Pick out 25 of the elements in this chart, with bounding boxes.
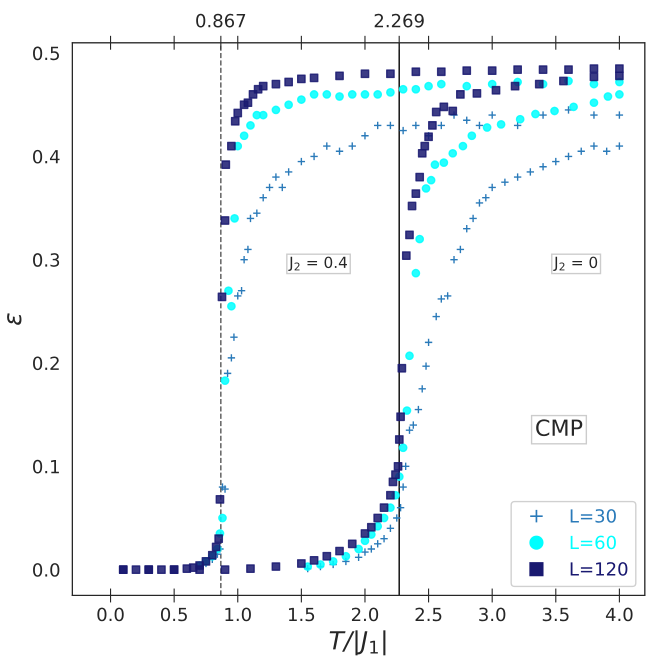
x-tick-label: 0.5 bbox=[160, 608, 187, 622]
y-tick-label: 0.5 bbox=[33, 46, 59, 60]
y-tick-label: 0.0 bbox=[33, 563, 60, 577]
legend-label: L=30 bbox=[570, 509, 616, 523]
legend-label: L=120 bbox=[570, 562, 628, 576]
legend-label: L=60 bbox=[570, 536, 616, 550]
y-tick-label: 0.1 bbox=[33, 460, 59, 474]
y-tick-label: 0.4 bbox=[33, 150, 60, 164]
x-tick-label: 0.0 bbox=[97, 608, 124, 622]
x-tick-label: 2.5 bbox=[416, 608, 442, 622]
x2-tick-label: 2.269 bbox=[374, 14, 424, 28]
annotation: J$_{2}$ = 0.4 bbox=[288, 256, 347, 271]
x-tick-label: 3.0 bbox=[479, 608, 506, 622]
y-axis-title: ε bbox=[7, 313, 22, 325]
x-tick-label: 3.5 bbox=[542, 608, 569, 622]
x-tick-label: 1.5 bbox=[288, 608, 314, 622]
x-tick-label: 4.0 bbox=[606, 608, 633, 622]
x2-tick-label: 0.867 bbox=[196, 14, 246, 28]
annotation: J$_{2}$ = 0 bbox=[553, 256, 598, 271]
x-axis-title: T/|J$_{1}$| bbox=[330, 630, 386, 656]
annotation: CMP bbox=[536, 419, 582, 436]
x-tick-label: 2.0 bbox=[352, 608, 378, 622]
x-tick-label: 1.0 bbox=[225, 608, 251, 622]
y-tick-label: 0.3 bbox=[33, 253, 60, 267]
y-tick-label: 0.2 bbox=[33, 356, 59, 370]
